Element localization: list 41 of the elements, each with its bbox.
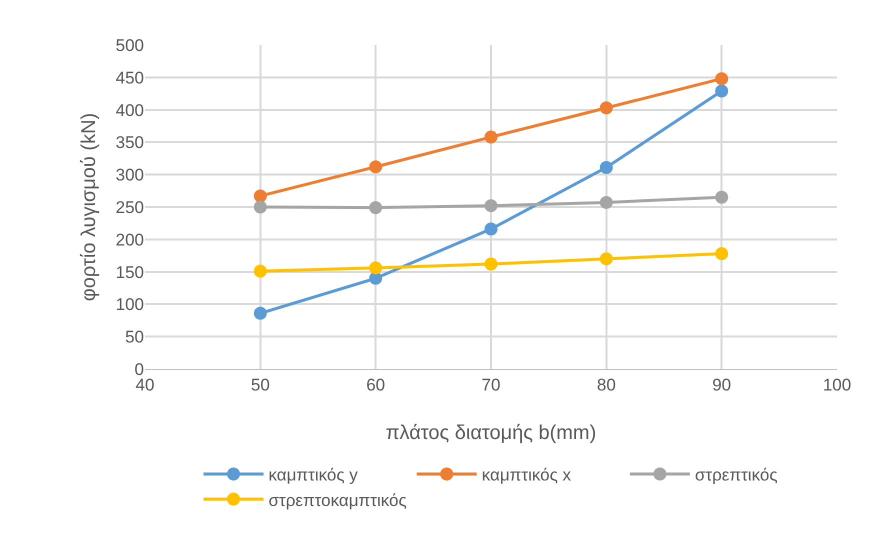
point <box>369 201 382 214</box>
point <box>369 261 382 274</box>
point <box>484 222 498 236</box>
y-tick-label: 350 <box>116 133 144 152</box>
point <box>600 160 613 174</box>
y-tick-label: 250 <box>116 198 144 217</box>
point <box>484 130 498 144</box>
legend-label: καμπτικός y <box>268 466 358 485</box>
y-axis-title: φορτίο λυγισμού (kN) <box>78 112 100 302</box>
point <box>715 190 728 204</box>
point <box>369 160 382 174</box>
y-tick-label: 50 <box>125 328 144 347</box>
y-tick-label: 500 <box>116 36 144 55</box>
x-tick-label: 90 <box>712 375 732 394</box>
point <box>484 258 498 271</box>
x-tick-label: 70 <box>482 375 500 394</box>
point <box>715 247 728 260</box>
point <box>715 84 728 98</box>
x-axis-title: πλάτος διατομής b(mm) <box>386 422 596 444</box>
point <box>715 72 728 86</box>
point <box>254 264 267 278</box>
x-tick-label: 80 <box>596 375 616 394</box>
point <box>254 189 267 202</box>
y-tick-label: 300 <box>116 166 144 185</box>
y-tick-label: 400 <box>116 100 144 120</box>
x-tick-label: 50 <box>250 375 270 394</box>
y-tick-label: 200 <box>116 230 144 250</box>
point <box>600 101 613 114</box>
legend-label: στρεπτικός <box>694 466 778 485</box>
point <box>600 196 613 209</box>
point <box>254 306 267 320</box>
point <box>484 199 498 212</box>
x-tick-label: 60 <box>366 375 386 394</box>
point <box>254 200 267 214</box>
y-tick-label: 100 <box>116 295 144 314</box>
point <box>600 252 613 266</box>
legend-label: καμπτικός x <box>482 466 572 485</box>
y-tick-label: 450 <box>116 68 144 88</box>
x-tick-label: 100 <box>822 375 852 394</box>
legend-label: στρεπτοκαμπτικός <box>268 490 407 510</box>
y-tick-label: 150 <box>116 262 144 282</box>
